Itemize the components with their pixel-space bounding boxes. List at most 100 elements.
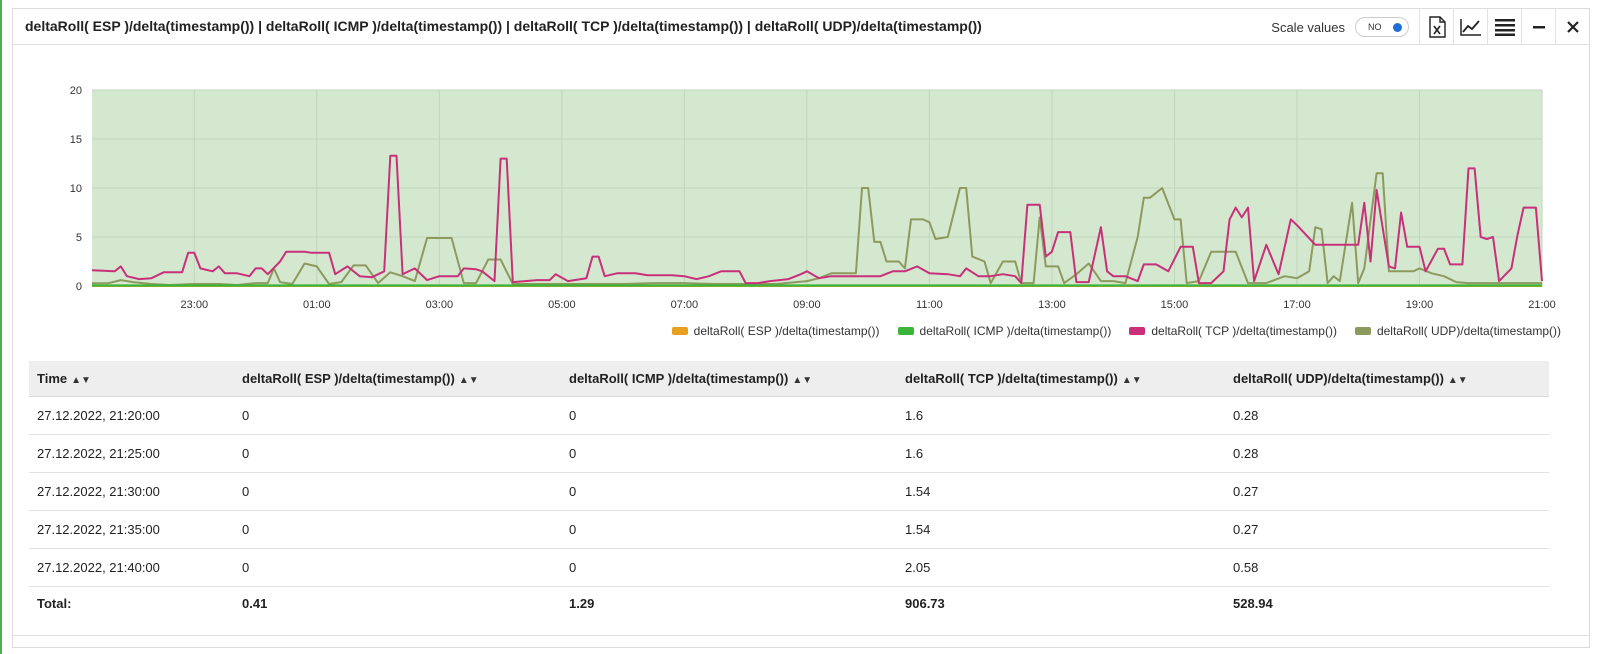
x-tick-label: 07:00 xyxy=(671,299,699,311)
sort-icon: ▲▼ xyxy=(792,375,813,386)
scale-values-label: Scale values xyxy=(1271,19,1345,35)
table-row: 27.12.2022, 21:25:00 0 0 1.6 0.28 xyxy=(29,435,1549,473)
cell-time: 27.12.2022, 21:25:00 xyxy=(37,446,160,461)
x-tick-label: 03:00 xyxy=(426,299,454,311)
total-esp: 0.41 xyxy=(242,595,268,611)
menu-button[interactable] xyxy=(1487,9,1521,45)
series-line-tcp xyxy=(91,154,1543,285)
cell-tcp: 1.6 xyxy=(905,446,924,461)
column-header-esp[interactable]: deltaRoll( ESP )/delta(timestamp()) ▲▼ xyxy=(242,371,479,386)
legend-item-icmp[interactable]: deltaRoll( ICMP )/delta(timestamp()) xyxy=(897,324,1112,338)
total-tcp: 906.73 xyxy=(905,595,945,611)
cell-udp: 0.28 xyxy=(1233,446,1259,461)
close-icon xyxy=(1566,21,1579,33)
cell-icmp: 0 xyxy=(569,408,577,423)
legend-label-esp: deltaRoll( ESP )/delta(timestamp()) xyxy=(693,324,880,338)
cell-udp: 0.28 xyxy=(1233,408,1259,423)
y-tick-label: 20 xyxy=(70,85,82,97)
cell-esp: 0 xyxy=(242,522,250,537)
column-header-udp[interactable]: deltaRoll( UDP)/delta(timestamp()) ▲▼ xyxy=(1233,371,1468,386)
cell-icmp: 0 xyxy=(569,484,577,499)
legend-swatch-udp xyxy=(1354,327,1371,335)
legend-swatch-icmp xyxy=(897,327,914,335)
cell-time: 27.12.2022, 21:35:00 xyxy=(37,522,160,537)
cell-tcp: 1.6 xyxy=(905,408,924,423)
cell-time: 27.12.2022, 21:20:00 xyxy=(37,408,160,423)
table-row: 27.12.2022, 21:30:00 0 0 1.54 0.27 xyxy=(29,473,1549,511)
scale-values-toggle[interactable]: NO xyxy=(1355,17,1409,37)
toggle-knob xyxy=(1393,23,1402,32)
x-tick-label: 01:00 xyxy=(303,299,331,311)
y-tick-label: 5 xyxy=(76,232,82,244)
toggle-state-text: NO xyxy=(1368,22,1382,32)
legend-swatch-esp xyxy=(671,327,688,335)
x-tick-label: 23:00 xyxy=(181,299,209,311)
series-line-udp xyxy=(91,172,1542,286)
y-tick-label: 15 xyxy=(70,134,82,146)
sort-icon: ▲▼ xyxy=(1121,375,1142,386)
panel-header: deltaRoll( ESP )/delta(timestamp()) | de… xyxy=(13,9,1589,45)
legend-item-esp[interactable]: deltaRoll( ESP )/delta(timestamp()) xyxy=(671,324,880,338)
cell-time: 27.12.2022, 21:40:00 xyxy=(37,560,160,575)
chart-area: 0 5 10 15 20 23:00 01:00 03:00 05:00 07:00 09:00 11… xyxy=(23,49,1583,349)
sort-icon: ▲▼ xyxy=(1447,375,1468,386)
x-tick-label: 19:00 xyxy=(1406,299,1434,311)
table-row: 27.12.2022, 21:35:00 0 0 1.54 0.27 xyxy=(29,511,1549,549)
x-tick-label: 13:00 xyxy=(1038,299,1066,311)
cell-esp: 0 xyxy=(242,560,250,575)
cell-icmp: 0 xyxy=(569,522,577,537)
cell-esp: 0 xyxy=(242,484,250,499)
panel-title: deltaRoll( ESP )/delta(timestamp()) | de… xyxy=(25,18,982,34)
close-button[interactable] xyxy=(1555,9,1589,45)
panel-footer xyxy=(13,635,1589,649)
y-tick-label: 0 xyxy=(76,281,82,293)
x-tick-label: 09:00 xyxy=(793,299,821,311)
widget-panel: deltaRoll( ESP )/delta(timestamp()) | de… xyxy=(12,8,1590,648)
x-tick-label: 11:00 xyxy=(916,299,943,311)
legend-item-tcp[interactable]: deltaRoll( TCP )/delta(timestamp()) xyxy=(1129,324,1337,338)
cell-udp: 0.27 xyxy=(1233,522,1259,537)
column-header-tcp[interactable]: deltaRoll( TCP )/delta(timestamp()) ▲▼ xyxy=(905,371,1142,386)
legend-label-tcp: deltaRoll( TCP )/delta(timestamp()) xyxy=(1151,324,1337,338)
legend-label-icmp: deltaRoll( ICMP )/delta(timestamp()) xyxy=(919,324,1112,338)
cell-udp: 0.58 xyxy=(1233,560,1259,575)
legend-label-udp: deltaRoll( UDP)/delta(timestamp()) xyxy=(1376,324,1561,338)
minimize-button[interactable] xyxy=(1521,9,1555,45)
menu-icon xyxy=(1494,19,1515,36)
cell-esp: 0 xyxy=(242,446,250,461)
minimize-icon xyxy=(1532,26,1545,29)
y-tick-label: 10 xyxy=(70,183,82,195)
line-chart: 0 5 10 15 20 23:00 01:00 03:00 05:00 07:00 09:00 11… xyxy=(70,85,1556,311)
sort-icon: ▲▼ xyxy=(458,375,479,386)
table-header: Time ▲▼ deltaRoll( ESP )/delta(timestamp(… xyxy=(29,361,1549,397)
total-icmp: 1.29 xyxy=(569,595,595,611)
cell-tcp: 1.54 xyxy=(905,522,931,537)
x-tick-label: 05:00 xyxy=(548,299,576,311)
excel-export-button[interactable] xyxy=(1419,9,1453,45)
x-tick-label: 15:00 xyxy=(1161,299,1189,311)
x-tick-label: 21:00 xyxy=(1528,299,1556,311)
total-label: Total: xyxy=(37,595,72,611)
table-total-row: Total: 0.41 1.29 906.73 528.94 xyxy=(29,587,1549,619)
column-header-icmp[interactable]: deltaRoll( ICMP )/delta(timestamp()) ▲▼ xyxy=(569,371,813,386)
cell-icmp: 0 xyxy=(569,446,577,461)
chart-legend: deltaRoll( ESP )/delta(timestamp()) delt… xyxy=(671,324,1561,338)
column-header-time[interactable]: Time ▲▼ xyxy=(37,371,91,386)
cell-tcp: 1.54 xyxy=(905,484,931,499)
cell-icmp: 0 xyxy=(569,560,577,575)
cell-time: 27.12.2022, 21:30:00 xyxy=(37,484,160,499)
data-table: Time ▲▼ deltaRoll( ESP )/delta(timestamp(… xyxy=(29,361,1549,619)
legend-item-udp[interactable]: deltaRoll( UDP)/delta(timestamp()) xyxy=(1354,324,1561,338)
legend-swatch-tcp xyxy=(1129,327,1146,335)
x-tick-label: 17:00 xyxy=(1283,299,1311,311)
table-row: 27.12.2022, 21:40:00 0 0 2.05 0.58 xyxy=(29,549,1549,587)
table-row: 27.12.2022, 21:20:00 0 0 1.6 0.28 xyxy=(29,397,1549,435)
total-udp: 528.94 xyxy=(1233,595,1273,611)
sort-icon: ▲▼ xyxy=(71,375,91,386)
line-chart-icon xyxy=(1459,19,1481,36)
cell-esp: 0 xyxy=(242,408,250,423)
cell-udp: 0.27 xyxy=(1233,484,1259,499)
cell-tcp: 2.05 xyxy=(905,560,931,575)
line-chart-button[interactable] xyxy=(1453,9,1487,45)
